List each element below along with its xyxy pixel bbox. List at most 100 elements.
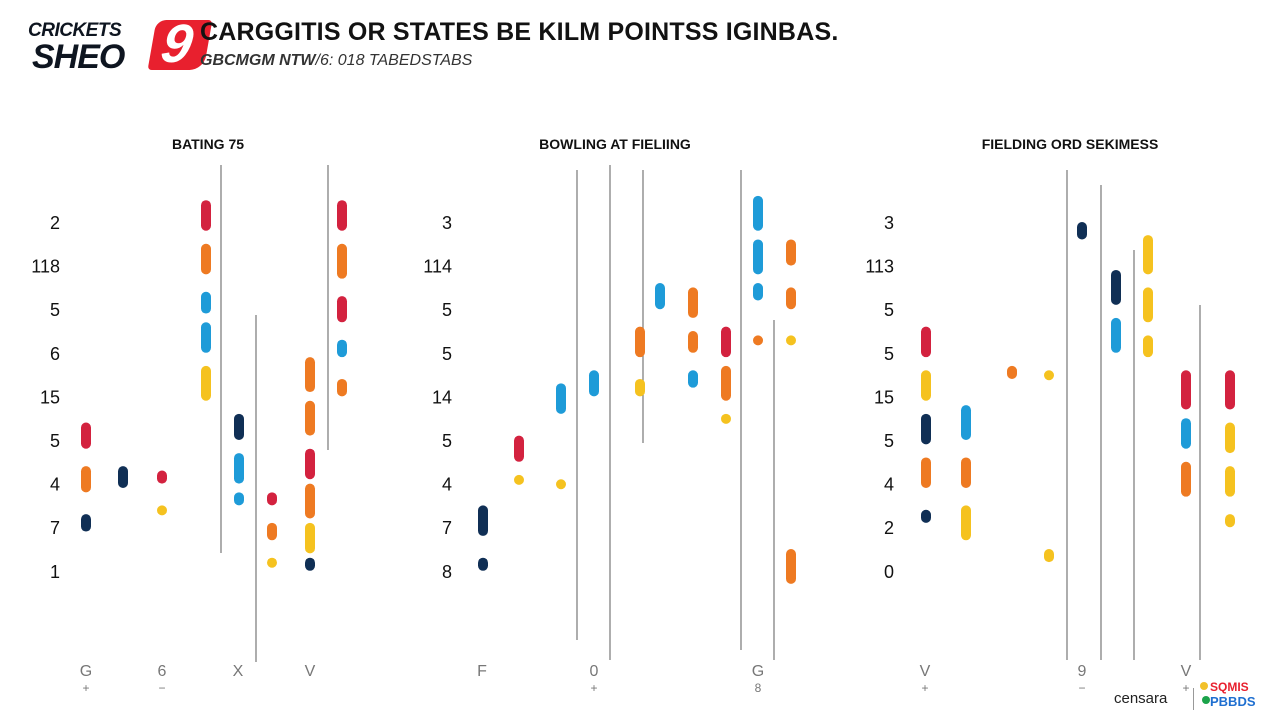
y-tick-label: 2 (50, 213, 60, 233)
y-tick-label: 6 (50, 344, 60, 364)
x-tick-label: V (305, 663, 316, 680)
data-mark (1181, 461, 1191, 497)
x-tick-label: G (752, 663, 764, 680)
x-tick-label: 6 (158, 663, 167, 680)
data-mark (753, 335, 763, 346)
y-tick-label: 5 (50, 431, 60, 451)
data-mark (1225, 422, 1235, 454)
data-mark (688, 287, 698, 318)
data-mark (201, 365, 211, 401)
data-mark (234, 492, 244, 506)
x-tick-label: V (920, 663, 931, 680)
y-tick-label: 3 (884, 213, 894, 233)
data-mark (1181, 370, 1191, 410)
y-tick-label: 3 (442, 213, 452, 233)
y-tick-label: 5 (884, 431, 894, 451)
data-mark (267, 522, 277, 541)
data-mark (305, 448, 315, 480)
data-mark (921, 326, 931, 358)
data-mark (786, 239, 796, 266)
y-tick-label: 4 (442, 475, 452, 495)
data-mark (305, 400, 315, 436)
x-tick-label: V (1181, 663, 1192, 680)
data-mark (556, 479, 566, 490)
data-mark (921, 413, 931, 445)
data-mark (305, 483, 315, 519)
data-mark (1181, 418, 1191, 449)
data-mark (1225, 370, 1235, 410)
y-tick-label: 5 (442, 431, 452, 451)
y-tick-label: 118 (31, 257, 60, 277)
data-mark (1111, 317, 1121, 353)
y-tick-label: 2 (884, 518, 894, 538)
data-mark (157, 505, 167, 516)
logo-bottom-text: SHEO (32, 38, 125, 76)
data-mark (921, 370, 931, 401)
x-tick-sublabel: + (1182, 681, 1189, 695)
data-mark (514, 474, 524, 485)
data-mark (786, 335, 796, 346)
data-mark (1111, 269, 1121, 305)
footer-credit: censara (1114, 690, 1168, 707)
brand-dot-yellow (1200, 682, 1208, 690)
data-mark (753, 283, 763, 301)
data-mark (688, 370, 698, 388)
data-mark (478, 505, 488, 536)
data-mark (1143, 335, 1153, 358)
data-mark (1143, 235, 1153, 275)
y-tick-label: 5 (50, 300, 60, 320)
data-mark (721, 413, 731, 424)
y-tick-label: 113 (865, 257, 894, 277)
data-mark (478, 557, 488, 571)
data-mark (753, 239, 763, 275)
data-mark (635, 378, 645, 397)
data-mark (1225, 514, 1235, 528)
data-mark (267, 492, 277, 506)
data-mark (201, 243, 211, 275)
data-mark (721, 326, 731, 358)
panel-title: FIELDING ORD SEKIMESS (982, 136, 1159, 152)
data-mark (1044, 370, 1054, 381)
y-tick-label: 5 (884, 344, 894, 364)
data-mark (556, 383, 566, 414)
data-mark (1077, 222, 1087, 240)
data-mark (589, 370, 599, 397)
data-mark (786, 549, 796, 584)
x-tick-sublabel: − (158, 681, 165, 695)
y-tick-label: 8 (442, 562, 452, 582)
data-mark (921, 457, 931, 488)
data-mark (1143, 287, 1153, 323)
y-tick-label: 0 (884, 562, 894, 582)
data-mark (81, 514, 91, 532)
data-mark (337, 243, 347, 279)
data-mark (81, 466, 91, 493)
footer-brand-logo: SQMIS PBBDS (1200, 680, 1270, 716)
page-subtitle: GBCMGM NTW/6: 018 TABEDSTABS (200, 52, 472, 70)
y-tick-label: 5 (442, 344, 452, 364)
y-tick-label: 114 (423, 257, 452, 277)
data-mark (337, 296, 347, 323)
x-tick-label: F (477, 663, 487, 680)
brand-logo: 9 CRICKETS SHEO (28, 14, 213, 76)
data-mark (81, 422, 91, 449)
data-mark (234, 413, 244, 440)
data-mark (118, 466, 128, 488)
data-mark (305, 357, 315, 393)
data-mark (635, 326, 645, 358)
x-tick-sublabel: − (1078, 681, 1085, 695)
logo-top-text: CRICKETS (28, 20, 122, 41)
data-mark (201, 322, 211, 353)
data-mark (201, 291, 211, 314)
data-mark (688, 331, 698, 353)
data-mark (305, 522, 315, 554)
page-title: CARGGITIS OR STATES BE KILM POINTSS IGIN… (200, 18, 839, 46)
brand-bottom-text: PBBDS (1210, 694, 1256, 709)
y-tick-label: 14 (432, 387, 452, 407)
footer-divider (1193, 688, 1194, 710)
y-tick-label: 5 (442, 300, 452, 320)
data-mark (961, 405, 971, 440)
x-tick-label: 0 (590, 663, 599, 680)
y-tick-label: 15 (874, 387, 894, 407)
panel-title: BOWLING AT FIELIING (539, 136, 691, 152)
